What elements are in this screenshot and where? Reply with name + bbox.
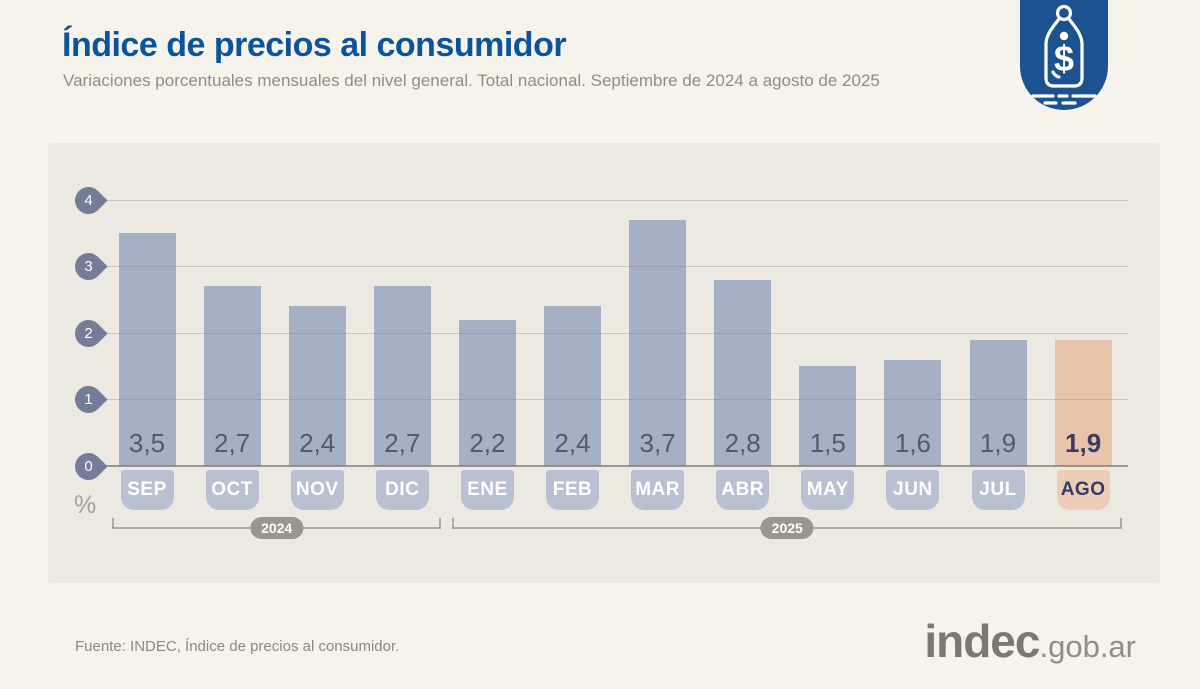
y-tick-label: 2 (84, 324, 93, 342)
bar-value-oct: 2,7 (214, 428, 251, 458)
bar-mar (629, 219, 687, 466)
year-pill-2025: 2025 (760, 517, 814, 539)
bar-dic (373, 286, 431, 466)
year-bracket-tick-2024-end (439, 518, 442, 528)
page-title: Índice de precios al consumidor (62, 26, 567, 64)
bar-value-may: 1,5 (809, 428, 846, 458)
gridline-0 (100, 465, 1128, 467)
y-tick-label: 3 (84, 258, 93, 275)
indec-price-tag-logo: $ (1020, 0, 1108, 110)
bar-value-jul: 1,9 (979, 428, 1017, 458)
bar-value-sep: 3,5 (128, 428, 166, 458)
gridline-4 (100, 199, 1128, 201)
bar-value-abr: 2,8 (724, 428, 761, 458)
year-pill-2024: 2024 (250, 517, 304, 539)
bar-feb (544, 306, 601, 466)
bar-value-feb: 2,4 (554, 428, 591, 458)
year-bracket-tick-2024-start (112, 518, 114, 528)
month-badge-oct: OCT (205, 470, 259, 510)
y-tick-pin-0: 0 (69, 446, 108, 486)
page-subtitle: Variaciones porcentuales mensuales del n… (63, 71, 880, 90)
year-bracket-tick-2025-end (1120, 518, 1123, 528)
month-badge-jul: JUL (971, 470, 1025, 510)
gridline-2 (100, 332, 1128, 334)
month-badge-nov: NOV (290, 470, 344, 510)
indec-wordmark: indec .gob.ar (924, 614, 1136, 668)
bar-value-ago: 1,9 (1065, 428, 1102, 458)
month-badge-abr: ABR (716, 470, 770, 510)
price-tag-icon: $ (1031, 4, 1097, 105)
y-tick-pin-3: 3 (69, 247, 108, 286)
bar-value-mar: 3,7 (639, 428, 676, 458)
wordmark-main: indec (924, 615, 1040, 667)
gridline-3 (100, 266, 1128, 267)
y-axis-unit-label: % (74, 491, 97, 519)
y-tick-pin-4: 4 (69, 180, 108, 220)
dollar-sign: $ (1054, 38, 1074, 79)
month-badge-feb: FEB (546, 470, 599, 510)
bar-may (799, 366, 857, 466)
month-badge-may: MAY (801, 470, 855, 510)
month-badge-mar: MAR (631, 470, 685, 510)
y-tick-pin-2: 2 (69, 313, 108, 353)
wordmark-suffix: .gob.ar (1039, 629, 1136, 664)
bar-nov (288, 306, 346, 466)
bar-ene (458, 319, 516, 466)
bar-ago (1054, 339, 1112, 466)
bar-value-jun: 1,6 (894, 428, 931, 458)
month-badge-ene: ENE (460, 470, 514, 510)
y-tick-label: 4 (84, 191, 93, 209)
source-note: Fuente: INDEC, Índice de precios al cons… (75, 638, 400, 655)
month-badge-jun: JUN (886, 470, 940, 510)
bar-value-nov: 2,4 (299, 428, 336, 458)
bar-jul (969, 339, 1027, 466)
bar-value-ene: 2,2 (469, 428, 506, 458)
y-tick-label: 0 (84, 457, 93, 475)
bar-oct (203, 286, 261, 466)
bar-sep (118, 233, 176, 466)
gridline-1 (100, 399, 1128, 400)
month-badge-sep: SEP (120, 470, 174, 510)
y-tick-pin-1: 1 (69, 380, 108, 419)
month-badge-ago: AGO (1056, 470, 1110, 510)
bar-value-dic: 2,7 (384, 428, 421, 458)
year-bracket-tick-2025-start (452, 518, 455, 528)
bar-jun (884, 359, 942, 466)
chart-panel: 0 1 2 3 4 3,5 SEP 2,7 OCT 2,4 NOV 2,7 DIC 2,2 ENE 2,4 F… (48, 143, 1160, 583)
bar-abr (714, 279, 772, 466)
y-tick-label: 1 (84, 391, 93, 408)
month-badge-dic: DIC (375, 470, 429, 510)
